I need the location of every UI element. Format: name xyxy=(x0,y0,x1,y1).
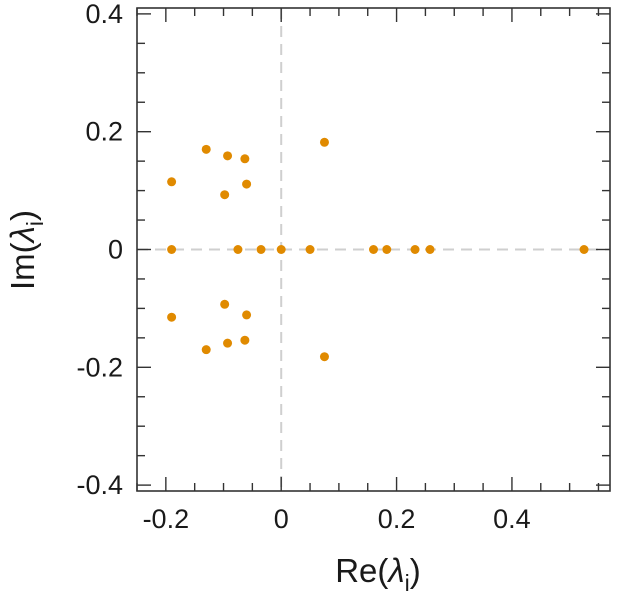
data-point xyxy=(223,338,233,348)
data-point xyxy=(220,299,230,309)
data-point xyxy=(579,245,589,254)
data-point xyxy=(240,154,250,164)
data-point xyxy=(319,137,329,147)
y-tick-label: 0 xyxy=(108,235,123,265)
data-point xyxy=(242,179,252,189)
data-point xyxy=(220,190,230,200)
x-axis-label: Re(λi) xyxy=(335,552,421,596)
data-point xyxy=(410,245,420,254)
x-tick-label: 0.4 xyxy=(493,504,531,534)
data-point xyxy=(382,245,392,254)
x-tick-label: 0.2 xyxy=(378,504,416,534)
data-point xyxy=(240,335,250,345)
data-point xyxy=(256,245,266,254)
data-point xyxy=(305,245,315,254)
data-point xyxy=(167,312,177,322)
x-tick-labels: -0.2 0 0.2 0.4 xyxy=(143,504,531,534)
data-points xyxy=(167,137,589,362)
data-point xyxy=(223,151,233,161)
data-point xyxy=(201,144,211,154)
y-tick-label: -0.2 xyxy=(76,352,123,382)
y-tick-label: 0.2 xyxy=(85,117,123,147)
y-tick-label: 0.4 xyxy=(85,0,123,29)
data-point xyxy=(369,245,378,254)
y-tick-labels: -0.4 -0.2 0 0.2 0.4 xyxy=(76,0,123,500)
data-point xyxy=(201,345,211,355)
data-point xyxy=(425,245,435,254)
data-point xyxy=(319,352,329,362)
data-point xyxy=(242,310,252,320)
data-point xyxy=(167,177,177,187)
y-axis-label: Im(λi) xyxy=(4,210,48,290)
y-tick-label: -0.4 xyxy=(76,470,123,500)
data-point xyxy=(276,245,286,254)
plot-frame xyxy=(136,7,611,492)
data-point xyxy=(233,245,243,254)
x-tick-label: -0.2 xyxy=(143,504,190,534)
data-point xyxy=(167,245,177,254)
x-tick-label: 0 xyxy=(274,504,289,534)
